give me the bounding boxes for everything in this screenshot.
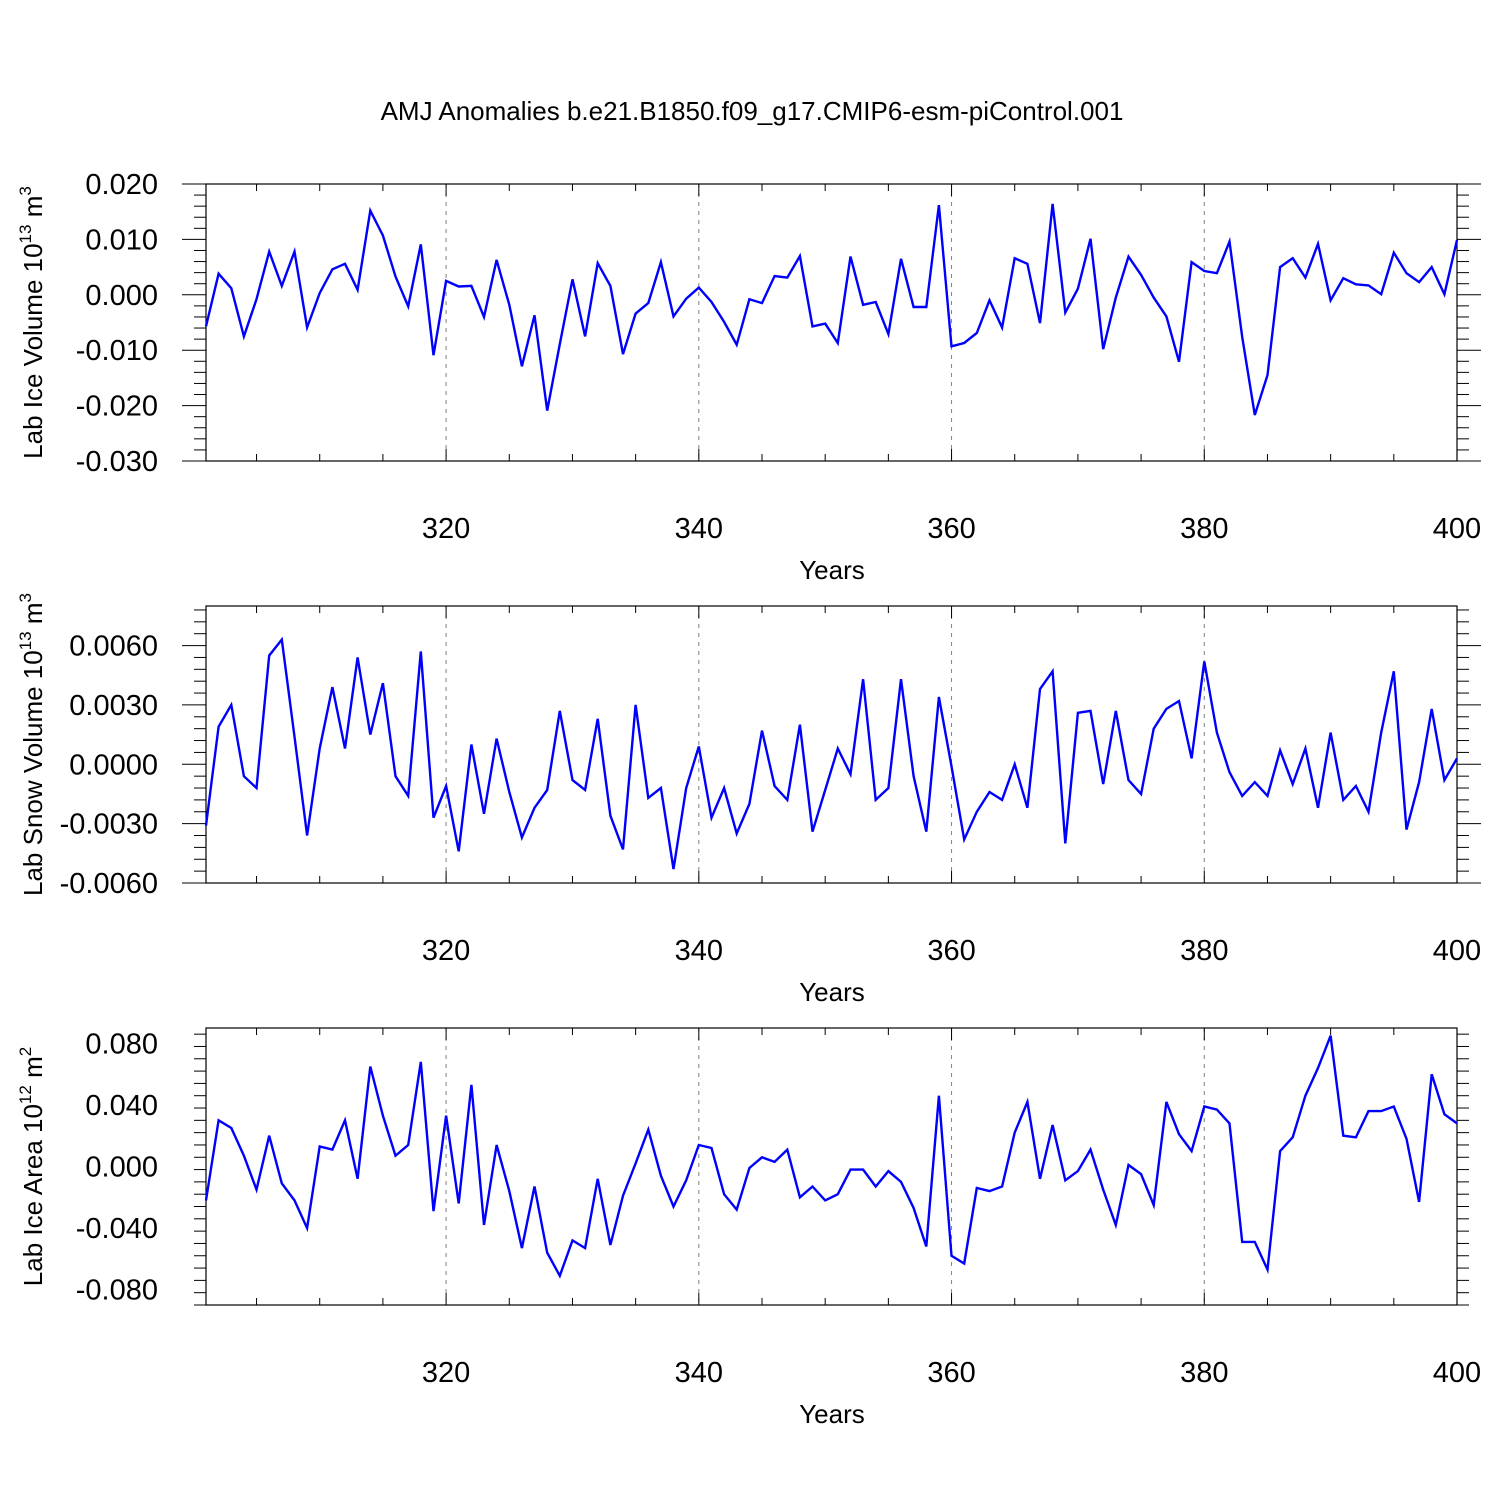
y-tick-label: 0.000 — [85, 1152, 158, 1184]
series-line — [204, 1035, 1458, 1279]
panel-lab-ice-volume: -0.030 -0.020 -0.010 0.000 0.010 0.020 320 340 3… — [16, 169, 1481, 585]
y-tick-label: 0.010 — [85, 224, 158, 256]
y-axis-title-main: Lab Ice Volume 10 — [18, 243, 48, 458]
plot-frame — [205, 1027, 1458, 1306]
y-tick-label: 0.0030 — [69, 690, 158, 722]
y-axis-title: Lab Snow Volume 1013 m3 — [16, 593, 48, 896]
y-axis-title-unit: m — [18, 602, 48, 631]
y-axis-title-unit-exponent: 3 — [16, 186, 35, 195]
panel-lab-ice-area: -0.080 -0.040 0.000 0.040 0.080 320 340 360 380 4… — [16, 1027, 1481, 1429]
y-axis-title-exponent: 12 — [16, 1085, 35, 1104]
y-axis-title: Lab Ice Area 1012 m2 — [16, 1047, 48, 1286]
y-axis-title-main: Lab Ice Area 10 — [18, 1104, 48, 1286]
x-axis-title: Years — [799, 1399, 865, 1429]
y-tick-label: -0.020 — [76, 391, 158, 423]
y-axis-title-exponent: 13 — [16, 225, 35, 244]
x-tick-label: 360 — [927, 513, 975, 545]
y-tick-label: 0.020 — [85, 169, 158, 201]
x-tick-label: 400 — [1433, 513, 1481, 545]
y-tick-label: 0.0060 — [69, 631, 158, 663]
y-tick-label: -0.080 — [76, 1275, 158, 1307]
y-tick-label: -0.0060 — [60, 868, 158, 900]
y-tick-label: 0.080 — [85, 1028, 158, 1060]
x-tick-label: 360 — [927, 1357, 975, 1389]
y-axis-title-unit: m — [18, 1056, 48, 1085]
x-tick-label: 360 — [927, 935, 975, 967]
y-axis-title-exponent: 13 — [16, 631, 35, 650]
x-tick-label: 400 — [1433, 935, 1481, 967]
x-axis-title: Years — [799, 977, 865, 1007]
x-tick-label: 340 — [675, 1357, 723, 1389]
y-tick-label: 0.0000 — [69, 749, 158, 781]
y-tick-label: -0.0030 — [60, 809, 158, 841]
y-tick-label: -0.010 — [76, 335, 158, 367]
y-axis-title-main: Lab Snow Volume 10 — [18, 650, 48, 896]
y-axis-title-unit: m — [18, 196, 48, 225]
series-line — [204, 203, 1459, 416]
y-tick-label: -0.040 — [76, 1213, 158, 1245]
y-tick-label: 0.000 — [85, 280, 158, 312]
figure-title: AMJ Anomalies b.e21.B1850.f09_g17.CMIP6-… — [381, 96, 1124, 126]
plot-frame — [205, 605, 1458, 884]
panel-lab-snow-volume: -0.0060 -0.0030 0.0000 0.0030 0.0060 320 340 36… — [16, 593, 1481, 1007]
y-axis-title-unit-exponent: 3 — [16, 593, 35, 602]
x-tick-label: 400 — [1433, 1357, 1481, 1389]
x-axis-title: Years — [799, 555, 865, 585]
y-tick-label: -0.030 — [76, 446, 158, 478]
x-tick-label: 320 — [422, 513, 470, 545]
x-tick-label: 320 — [422, 1357, 470, 1389]
x-tick-label: 340 — [675, 935, 723, 967]
x-tick-label: 340 — [675, 513, 723, 545]
y-axis-title: Lab Ice Volume 1013 m3 — [16, 186, 48, 459]
y-axis-title-unit-exponent: 2 — [16, 1047, 35, 1056]
series-line — [204, 636, 1459, 870]
x-tick-label: 380 — [1180, 513, 1228, 545]
y-tick-label: 0.040 — [85, 1090, 158, 1122]
x-tick-label: 380 — [1180, 935, 1228, 967]
x-tick-label: 380 — [1180, 1357, 1228, 1389]
x-tick-label: 320 — [422, 935, 470, 967]
